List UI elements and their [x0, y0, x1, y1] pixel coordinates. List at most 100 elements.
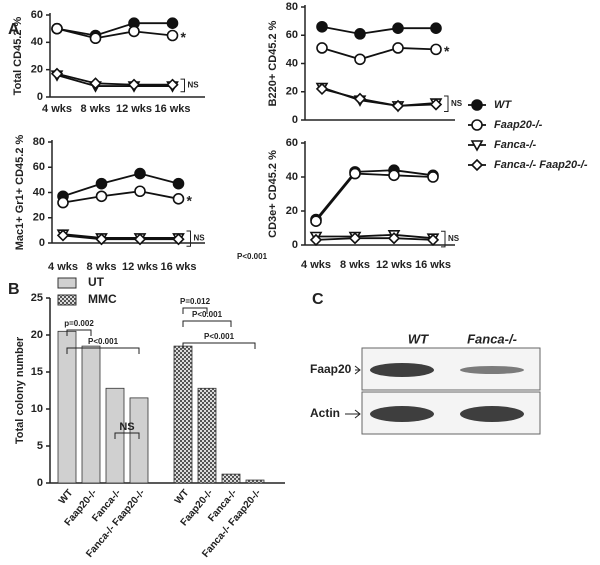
marker: [392, 42, 404, 54]
marker: [470, 158, 484, 172]
significance: NS: [188, 80, 200, 89]
x-tick-label: 8 wks: [87, 261, 117, 273]
y-tick-label: 20: [286, 86, 298, 98]
y-tick-label: 25: [31, 292, 43, 304]
bar: [173, 345, 193, 484]
series-line: [56, 72, 173, 86]
bar: [221, 473, 241, 484]
x-tick-label: 4 wks: [48, 261, 78, 273]
bracket: [186, 230, 191, 247]
series-line: [62, 233, 179, 239]
marker: [315, 82, 329, 96]
series-line: [62, 234, 179, 241]
marker: [89, 32, 102, 45]
x-tick-label: WT: [57, 488, 75, 507]
y-tick-label: 20: [286, 205, 298, 217]
y-tick-label: 0: [37, 91, 43, 103]
x-tick-label: 8 wks: [81, 103, 111, 115]
series-line: [315, 169, 434, 221]
p-value: P<0.001: [192, 310, 223, 319]
significance: *: [444, 43, 450, 59]
y-axis-label: Mac1+ Gr1+ CD45.2 %: [14, 135, 26, 251]
bracket: [66, 347, 140, 354]
y-axis-label: CD3e+ CD45.2 %: [267, 150, 279, 238]
marker: [430, 43, 442, 56]
y-axis-label: Total colony number: [14, 336, 26, 444]
marker: [388, 169, 400, 182]
x-tick-label: 12 wks: [122, 261, 158, 273]
marker: [348, 232, 362, 245]
marker: [353, 92, 367, 105]
significance: *: [181, 29, 187, 45]
bracket: [180, 78, 185, 93]
marker: [57, 196, 69, 209]
bracket: [182, 342, 256, 349]
y-tick-label: 20: [31, 64, 43, 76]
p-value: p=0.002: [64, 319, 94, 328]
marker: [349, 167, 361, 180]
legend-swatch: [57, 294, 77, 306]
marker: [172, 233, 185, 246]
y-tick-label: 60: [31, 9, 43, 21]
legend-label: UT: [88, 275, 105, 289]
marker: [95, 233, 108, 246]
marker: [391, 99, 405, 113]
bar: [129, 397, 149, 484]
x-tick-label: 16 wks: [154, 103, 190, 115]
marker: [471, 119, 483, 131]
marker: [56, 229, 70, 242]
marker: [427, 171, 439, 183]
y-tick-label: 20: [33, 212, 45, 224]
marker: [128, 25, 140, 38]
p-value: P<0.001: [88, 337, 119, 346]
marker: [172, 177, 185, 190]
blot-band: [370, 406, 434, 422]
legend-swatch: [57, 277, 77, 289]
significance: NS: [194, 234, 206, 243]
y-tick-label: 0: [37, 477, 43, 489]
significance: *: [187, 193, 193, 209]
lane-label: Fanca-/-: [467, 331, 517, 346]
y-tick-label: 5: [37, 440, 43, 452]
marker: [309, 233, 323, 247]
legend-label: Fanca-/-: [494, 139, 537, 151]
bar: [81, 345, 101, 484]
marker: [471, 99, 483, 111]
marker: [429, 98, 443, 111]
y-axis-label: Total CD45.2 %: [12, 16, 24, 95]
marker: [354, 28, 366, 40]
x-tick-label: 4 wks: [301, 259, 331, 271]
blot-band: [460, 366, 524, 374]
p-value: P<0.001: [204, 332, 235, 341]
y-tick-label: 15: [31, 366, 43, 378]
bracket: [66, 329, 92, 336]
legend-label: Fanca-/- Faap20-/-: [494, 159, 588, 171]
arrow: [354, 365, 361, 375]
marker: [316, 20, 328, 33]
lane-label: WT: [408, 331, 429, 346]
marker: [172, 193, 185, 205]
bracket: [182, 307, 208, 314]
panel-label: C: [312, 291, 324, 308]
marker: [354, 53, 366, 66]
x-tick-label: 16 wks: [415, 259, 451, 271]
x-tick-label: 16 wks: [160, 261, 196, 273]
y-tick-label: 10: [31, 403, 43, 415]
x-tick-label: 4 wks: [42, 103, 72, 115]
marker: [134, 185, 146, 198]
y-tick-label: 0: [292, 239, 298, 251]
marker: [95, 177, 108, 190]
marker: [387, 232, 401, 245]
legend-label: WT: [494, 99, 512, 111]
bracket: [444, 95, 449, 112]
y-axis-label: B220+ CD45.2 %: [267, 20, 279, 106]
marker: [127, 78, 141, 91]
y-tick-label: 80: [33, 136, 45, 148]
bar: [197, 387, 217, 484]
bracket: [182, 320, 232, 327]
series-line: [56, 27, 173, 40]
y-tick-label: 40: [33, 186, 45, 198]
y-tick-label: 20: [31, 329, 43, 341]
x-tick-label: WT: [173, 488, 191, 507]
